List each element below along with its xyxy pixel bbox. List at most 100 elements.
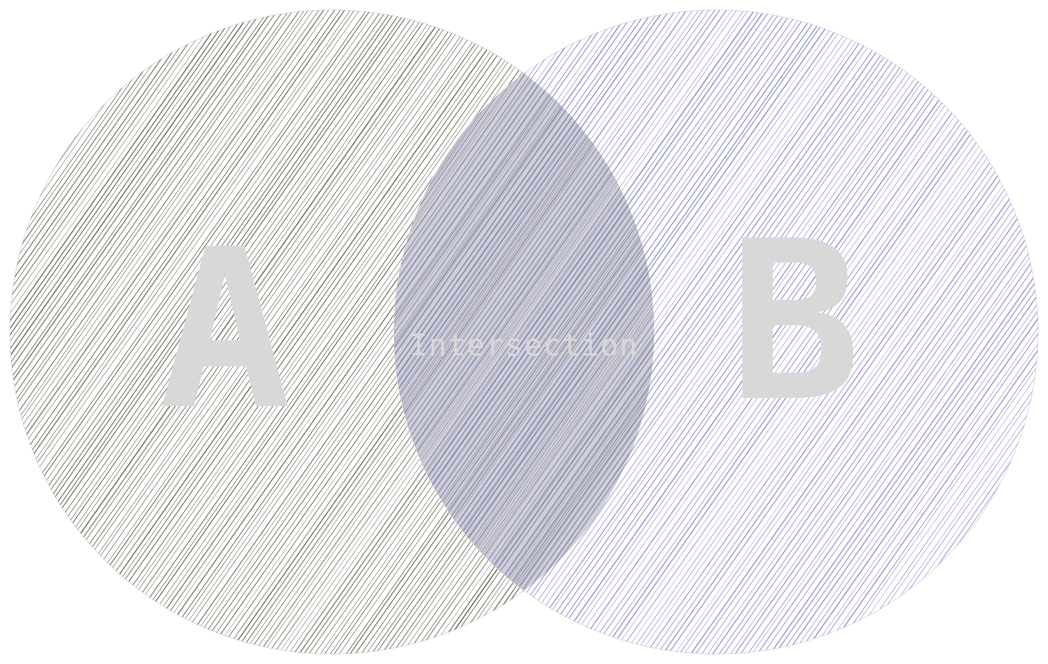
hatch-stroke <box>10 10 433 564</box>
hatch-stroke <box>10 10 356 511</box>
hatch-stroke <box>50 10 495 607</box>
hatch-stroke <box>10 10 322 487</box>
hatch-stroke <box>718 172 1038 654</box>
hatch-stroke <box>410 10 855 591</box>
hatch-stroke <box>10 10 416 552</box>
hatch-stroke <box>504 22 949 654</box>
hatch-stroke <box>10 10 302 472</box>
hatch-stroke <box>10 10 326 489</box>
hatch-stroke <box>394 10 730 503</box>
hatch-stroke <box>631 111 1038 654</box>
hatch-stroke <box>101 10 546 643</box>
hatch-stroke <box>605 93 1038 654</box>
hatch-stroke <box>10 10 361 514</box>
hatch-stroke <box>432 10 877 606</box>
hatch-stroke <box>624 106 1038 654</box>
hatch-stroke <box>10 10 446 574</box>
hatch-stroke <box>583 77 1028 654</box>
hatch-stroke <box>514 29 959 654</box>
hatch-stroke <box>10 10 371 521</box>
hatch-stroke <box>567 66 1013 654</box>
hatch-stroke <box>10 10 405 545</box>
hatch-stroke <box>10 10 426 560</box>
hatch-stroke <box>744 190 1038 654</box>
hatch-stroke <box>741 188 1038 654</box>
hatch-stroke <box>394 10 684 471</box>
hatch-stroke <box>560 61 1005 654</box>
hatch-stroke <box>394 10 695 479</box>
hatch-stroke <box>394 10 817 564</box>
hatch-stroke <box>734 183 1038 654</box>
hatch-stroke <box>755 198 1038 654</box>
hatch-stroke <box>590 82 1035 654</box>
hatch-stroke <box>424 10 869 601</box>
hatch-stroke <box>39 10 484 600</box>
hatch-stroke <box>635 114 1038 654</box>
hatch-stroke <box>10 10 340 499</box>
hatch-stroke <box>708 165 1038 654</box>
hatch-stroke <box>700 159 1038 654</box>
hatch-stroke <box>394 10 764 527</box>
hatch-stroke <box>394 10 700 482</box>
hatch-stroke <box>10 10 450 576</box>
hatch-stroke <box>598 88 1038 654</box>
hatch-stroke <box>42 10 487 602</box>
hatch-stroke <box>10 10 316 482</box>
hatch-stroke <box>394 10 681 469</box>
hatch-stroke <box>10 10 437 567</box>
hatch-stroke <box>10 10 291 465</box>
hatch-stroke <box>435 10 880 608</box>
hatch-stroke <box>454 10 899 622</box>
hatch-stroke <box>522 35 967 654</box>
hatch-stroke <box>529 40 974 654</box>
hatch-stroke <box>647 122 1038 654</box>
hatch-stroke <box>394 10 839 580</box>
hatch-stroke <box>723 175 1038 654</box>
hatch-stroke <box>394 10 723 498</box>
hatch-stroke <box>729 180 1038 654</box>
hatch-stroke <box>394 10 813 562</box>
hatch-stroke <box>394 10 716 493</box>
hatch-stroke <box>394 10 760 525</box>
hatch-stroke <box>549 53 994 654</box>
hatch-stroke <box>752 196 1038 654</box>
intersection-label: Intersection <box>410 329 639 364</box>
set-a-label: A <box>159 202 291 458</box>
hatch-stroke <box>620 103 1038 654</box>
hatch-stroke <box>10 10 398 540</box>
hatch-stroke <box>22 10 468 588</box>
hatch-stroke <box>10 10 337 497</box>
set-b-hatching <box>394 10 1038 654</box>
hatch-stroke <box>451 10 896 619</box>
hatch-stroke <box>394 10 726 501</box>
hatch-stroke <box>35 10 481 598</box>
hatch-stroke <box>511 27 957 654</box>
hatch-stroke <box>402 10 847 585</box>
hatch-stroke <box>609 96 1038 654</box>
hatch-stroke <box>59 10 504 614</box>
hatch-stroke <box>67 10 512 620</box>
hatch-stroke <box>394 10 693 477</box>
hatch-stroke <box>394 10 806 556</box>
hatch-stroke <box>10 10 312 479</box>
hatch-stroke <box>587 80 1032 654</box>
hatch-stroke <box>545 51 990 654</box>
hatch-stroke <box>398 10 843 583</box>
hatch-stroke <box>518 32 963 654</box>
hatch-stroke <box>81 10 526 629</box>
hatch-stroke <box>394 10 704 485</box>
hatch-stroke <box>394 10 790 545</box>
hatch-stroke <box>29 10 474 593</box>
hatch-stroke <box>737 185 1038 654</box>
hatch-stroke <box>594 85 1038 654</box>
hatch-stroke <box>70 10 515 622</box>
hatch-stroke <box>10 10 308 477</box>
hatch-stroke <box>420 10 865 598</box>
hatch-stroke <box>571 69 1016 654</box>
hatch-stroke <box>10 10 333 494</box>
hatch-stroke <box>394 10 794 548</box>
hatch-stroke <box>405 10 850 587</box>
hatch-stroke <box>458 10 903 625</box>
hatch-stroke <box>537 45 982 654</box>
hatch-stroke <box>601 90 1038 654</box>
